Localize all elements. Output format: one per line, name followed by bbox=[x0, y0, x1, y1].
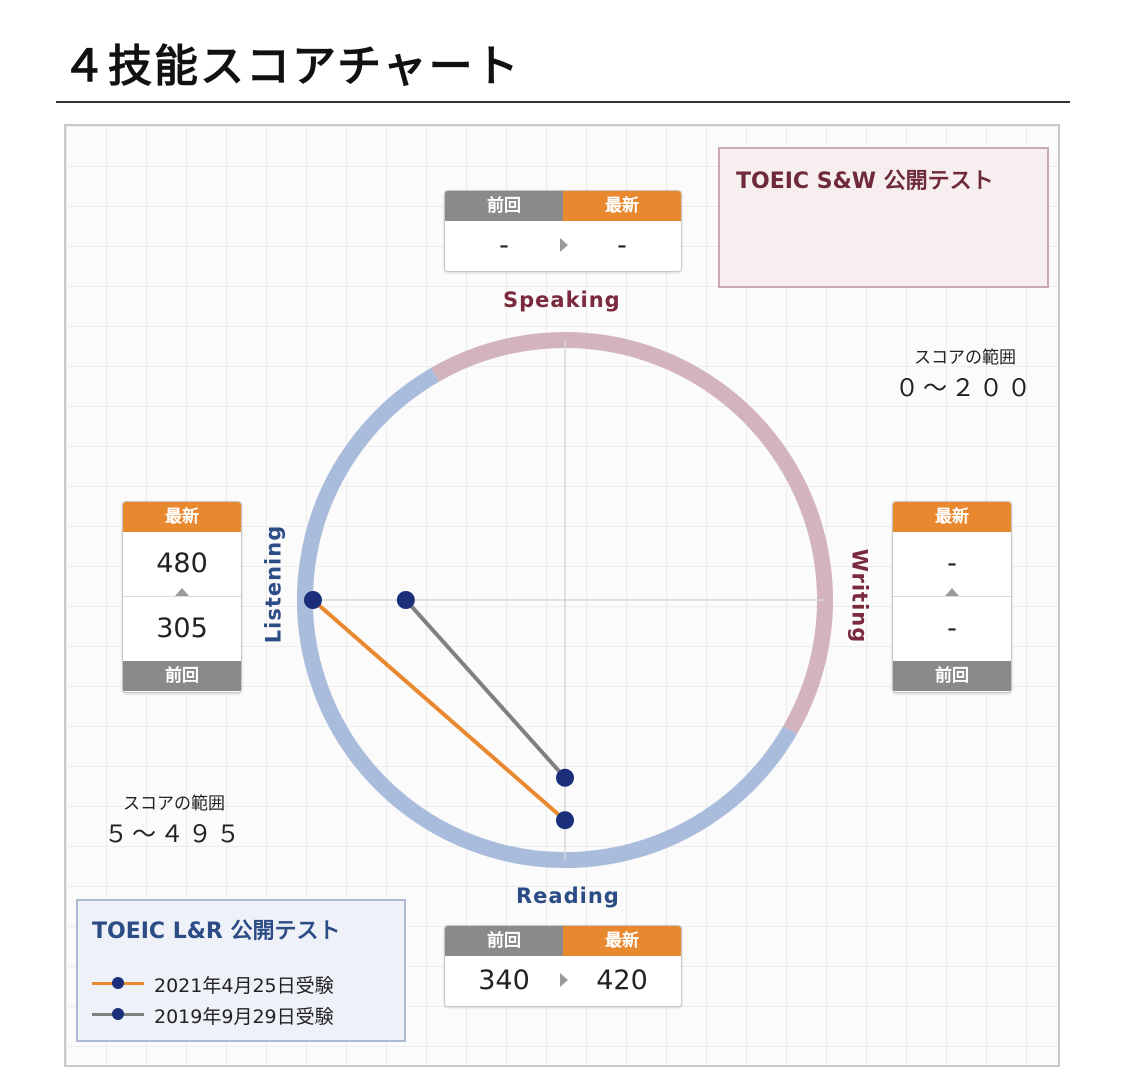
sw-range-note: スコアの範囲 ０～２００ bbox=[895, 343, 1035, 403]
writing-latest-header: 最新 bbox=[893, 502, 1011, 532]
series-line bbox=[311, 598, 567, 822]
data-point-listening bbox=[303, 591, 322, 609]
speaking-prev-header: 前回 bbox=[445, 191, 563, 221]
legend-swatch bbox=[92, 1008, 144, 1020]
legend: TOEIC L&R 公開テスト 2021年4月25日受験 2019年9月29日受… bbox=[76, 899, 406, 1042]
speaking-prev-value: - bbox=[445, 221, 563, 271]
speaking-latest-header: 最新 bbox=[563, 191, 681, 221]
sw-test-title: TOEIC S&W 公開テスト bbox=[736, 169, 994, 194]
reading-prev-header: 前回 bbox=[445, 926, 563, 956]
sw-range-caption: スコアの範囲 bbox=[914, 348, 1016, 368]
listening-prev-header: 前回 bbox=[123, 661, 241, 691]
lr-range-note: スコアの範囲 ５～４９５ bbox=[104, 789, 244, 849]
legend-item-latest: 2021年4月25日受験 bbox=[92, 971, 392, 997]
legend-label: 2019年9月29日受験 bbox=[154, 1006, 334, 1028]
lr-test-title: TOEIC L&R 公開テスト bbox=[92, 919, 341, 944]
legend-swatch bbox=[92, 977, 144, 989]
sw-range-value: ０～２００ bbox=[895, 374, 1035, 402]
data-point-listening bbox=[396, 591, 415, 609]
series-line bbox=[404, 598, 567, 780]
sw-ring-arc bbox=[431, 332, 833, 734]
legend-label: 2021年4月25日受験 bbox=[154, 975, 334, 997]
writing-score-box: 最新 - - 前回 bbox=[892, 501, 1012, 693]
sw-test-panel: TOEIC S&W 公開テスト bbox=[718, 147, 1049, 288]
reading-latest-value: 420 bbox=[563, 956, 681, 1006]
legend-item-previous: 2019年9月29日受験 bbox=[92, 1002, 392, 1028]
speaking-axis-label: Speaking bbox=[503, 288, 621, 312]
reading-axis-label: Reading bbox=[516, 884, 620, 908]
lr-range-value: ５～４９５ bbox=[104, 820, 244, 848]
listening-latest-header: 最新 bbox=[123, 502, 241, 532]
speaking-latest-value: - bbox=[563, 221, 681, 271]
reading-latest-header: 最新 bbox=[563, 926, 681, 956]
data-point-reading bbox=[556, 768, 574, 787]
listening-arrow-icon bbox=[175, 588, 189, 596]
series-layer bbox=[303, 591, 574, 830]
listening-axis-label: Listening bbox=[261, 524, 286, 644]
listening-latest-value: 480 bbox=[123, 532, 241, 597]
writing-prev-header: 前回 bbox=[893, 661, 1011, 691]
page-title: ４技能スコアチャート bbox=[62, 41, 521, 92]
title-divider bbox=[56, 101, 1070, 103]
reading-arrow-icon bbox=[560, 973, 568, 987]
data-point-reading bbox=[556, 811, 574, 830]
lr-range-caption: スコアの範囲 bbox=[123, 794, 225, 814]
reading-prev-value: 340 bbox=[445, 956, 563, 1006]
listening-score-box: 最新 480 305 前回 bbox=[122, 501, 242, 693]
writing-latest-value: - bbox=[893, 532, 1011, 597]
writing-prev-value: - bbox=[893, 597, 1011, 661]
writing-arrow-icon bbox=[945, 588, 959, 596]
listening-prev-value: 305 bbox=[123, 597, 241, 661]
writing-axis-label: Writing bbox=[847, 548, 872, 644]
speaking-score-box: 前回 - 最新 - bbox=[444, 190, 682, 272]
reading-score-box: 前回 340 最新 420 bbox=[444, 925, 682, 1007]
speaking-arrow-icon bbox=[560, 238, 568, 252]
lr-ring-arc bbox=[297, 367, 798, 868]
